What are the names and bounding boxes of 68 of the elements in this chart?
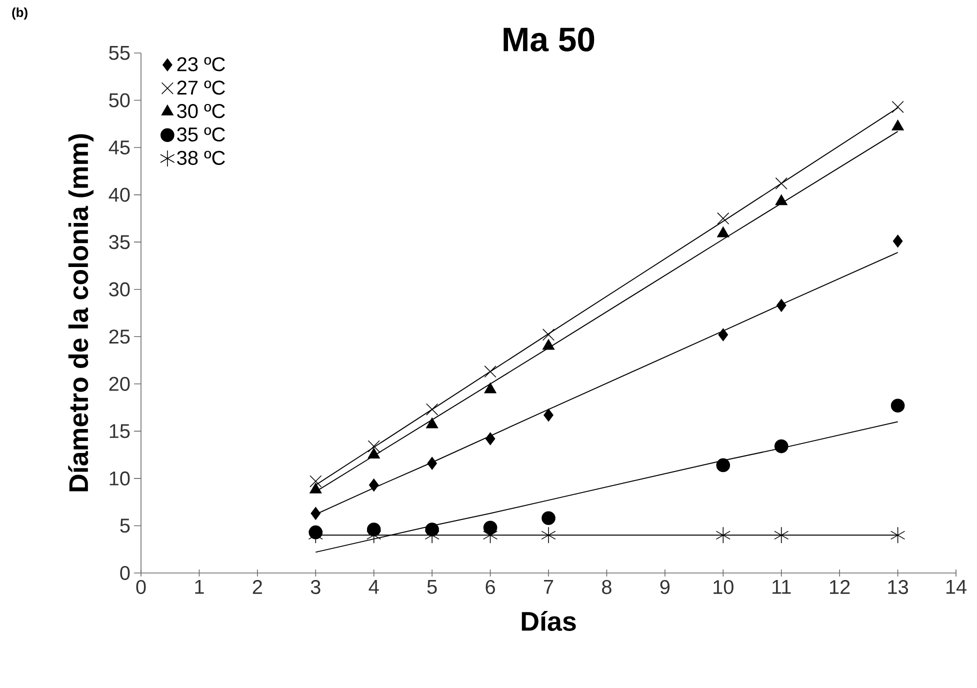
x-tick-label: 3	[310, 580, 320, 594]
point	[892, 234, 903, 248]
x-tick-label: 7	[544, 580, 554, 594]
y-axis-title: Díametro de la colonia (mm)	[68, 134, 94, 492]
point	[544, 408, 554, 422]
point	[892, 120, 904, 130]
point	[426, 403, 438, 416]
point	[718, 328, 728, 342]
point	[892, 100, 904, 113]
y-tick-label: 35	[109, 235, 130, 250]
x-axis-title: Días	[522, 610, 576, 631]
point	[775, 177, 788, 190]
point	[542, 511, 556, 526]
point	[716, 458, 730, 472]
y-tick-label: 40	[108, 188, 130, 202]
x-tick-label: 8	[602, 580, 612, 594]
point	[483, 520, 498, 535]
point	[368, 478, 379, 492]
point	[890, 398, 905, 413]
x-tick-label: 11	[772, 580, 791, 594]
x-tick-label: 1	[195, 580, 204, 594]
x-tick-label: 2	[252, 580, 262, 594]
chart-title: Ma 50	[504, 28, 594, 52]
y-tick-label: 15	[110, 424, 130, 438]
x-tick-label: 9	[660, 580, 670, 594]
x-tick-label: 12	[830, 580, 850, 594]
y-tick-label: 30	[109, 282, 130, 296]
point	[485, 432, 496, 446]
x-tick-label: 10	[714, 580, 734, 594]
point	[542, 328, 555, 341]
y-tick-label: 55	[109, 46, 130, 60]
x-tick-label: 0	[136, 580, 146, 594]
point	[368, 440, 380, 452]
y-tick-label: 50	[109, 93, 130, 108]
point	[716, 526, 730, 544]
x-tick-label: 5	[427, 580, 437, 594]
legend-label: 38 ºC	[177, 150, 225, 165]
y-tick-label: 5	[120, 518, 130, 533]
legend-label: 30 ºC	[177, 104, 225, 118]
x-tick-label: 6	[486, 580, 495, 594]
point	[484, 382, 496, 394]
x-tick-label: 4	[368, 580, 379, 594]
point	[890, 526, 906, 544]
legend-label: 35 ºC	[177, 127, 225, 142]
point	[774, 526, 789, 544]
x-tick-label: 14	[946, 580, 967, 594]
text: (b)	[12, 8, 28, 20]
y-tick-label: 20	[109, 376, 130, 391]
point	[484, 366, 496, 378]
point	[310, 507, 321, 520]
point	[775, 194, 788, 206]
point	[426, 418, 438, 428]
point	[717, 226, 730, 238]
x-tick-label: 13	[888, 580, 908, 594]
point	[310, 475, 322, 488]
point	[776, 299, 786, 312]
point	[717, 212, 730, 224]
point	[427, 456, 437, 470]
y-tick-label: 45	[108, 140, 130, 154]
point	[542, 339, 555, 350]
y-tick-label: 10	[110, 471, 130, 486]
y-tick-label: 25	[109, 330, 130, 344]
line-series	[315, 421, 898, 553]
legend-label: 23 ºC	[177, 57, 225, 72]
point	[774, 439, 788, 454]
legend-label: 27 ºC	[177, 80, 225, 95]
point	[541, 526, 556, 544]
y-tick-label: 0	[120, 566, 130, 580]
